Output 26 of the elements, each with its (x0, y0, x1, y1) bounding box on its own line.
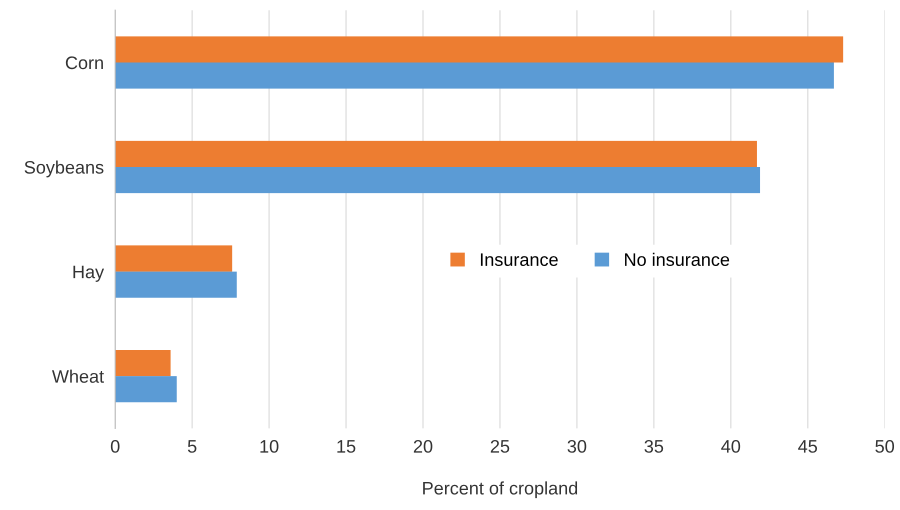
x-tick-label: 5 (188, 440, 196, 453)
x-axis-title: Percent of cropland (423, 481, 578, 498)
y-tick-label: Hay (73, 266, 104, 282)
x-tick-label: 50 (875, 440, 894, 453)
legend-label: No insurance (625, 252, 730, 266)
bar (115, 167, 760, 194)
x-tick-label: 20 (414, 440, 432, 453)
x-tick-label: 0 (110, 440, 120, 453)
x-tick-label: 30 (568, 440, 586, 453)
legend-label: Insurance (480, 253, 558, 266)
x-tick-label: 35 (644, 440, 664, 453)
y-tick-label: Wheat (52, 370, 104, 383)
bar (115, 62, 834, 89)
bar (115, 350, 171, 376)
x-tick-label: 40 (721, 440, 740, 453)
x-tick-label: 10 (260, 440, 278, 453)
x-tick-label: 45 (798, 440, 818, 453)
bar (115, 245, 232, 272)
x-tick-label: 15 (337, 440, 356, 453)
bar (115, 140, 757, 168)
bar (115, 272, 237, 298)
bar (115, 36, 844, 62)
y-tick-label: Corn (66, 56, 103, 70)
y-tick-label: Soybeans (24, 160, 104, 178)
bar (115, 376, 177, 402)
x-tick-label: 25 (490, 440, 510, 453)
